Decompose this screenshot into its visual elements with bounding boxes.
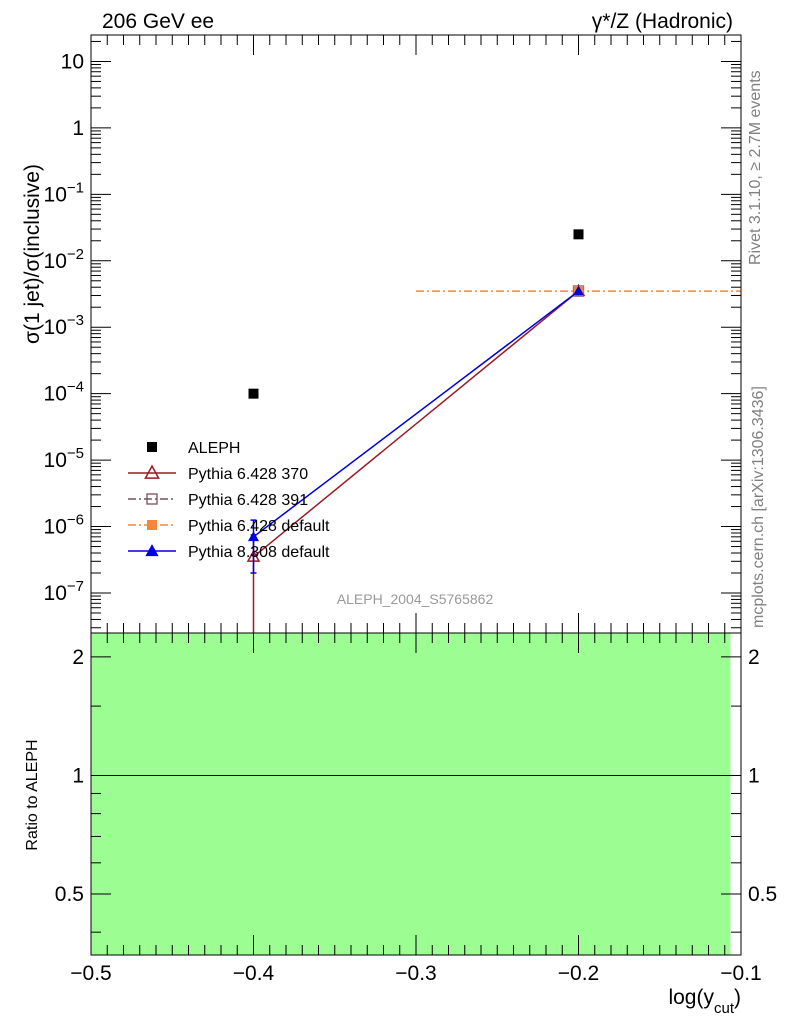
ratio-y-tick-label: 1 [72, 764, 84, 787]
mcplots-label: mcplots.cern.ch [arXiv:1306.3436] [750, 386, 767, 628]
y-tick-label: 10 [61, 50, 84, 73]
series-pythia-6-428-370 [246, 283, 586, 633]
analysis-watermark: ALEPH_2004_S5765862 [337, 591, 494, 607]
y-tick-label: 10−5 [44, 445, 84, 472]
y-tick-label: 10−1 [44, 179, 84, 206]
marker-square [147, 520, 157, 530]
header-right: γ*/Z (Hadronic) [592, 10, 733, 33]
series-aleph [248, 229, 584, 399]
rivet-label: Rivet 3.1.10, ≥ 2.7M events [747, 70, 764, 265]
x-tick-label: −0.4 [233, 962, 275, 985]
y-tick-label: 10−3 [44, 312, 84, 339]
marker-triangle [248, 531, 259, 542]
series-line [253, 290, 579, 558]
legend-label: ALEPH [188, 440, 240, 457]
legend-label: Pythia 6.428 391 [188, 492, 308, 509]
legend-label: Pythia 6.428 default [188, 518, 330, 535]
ratio-y-tick-label-right: 2 [748, 646, 760, 669]
x-tick-label: −0.5 [70, 962, 111, 985]
ratio-y-tick-label-right: 0.5 [748, 883, 777, 906]
ratio-y-tick-label: 0.5 [55, 883, 84, 906]
x-axis-label: log(ycut) [668, 986, 741, 1017]
series-pythia-8-308-default [248, 285, 584, 574]
y-tick-label: 1 [72, 117, 84, 140]
marker-square [248, 388, 259, 399]
ratio-y-tick-label: 2 [72, 646, 84, 669]
ratio-ylabel: Ratio to ALEPH [24, 739, 41, 850]
y-tick-label: 10−7 [44, 578, 84, 605]
x-tick-label: −0.3 [395, 962, 436, 985]
ratio-y-tick-label-right: 1 [748, 764, 760, 787]
ratio-panel-frame [90, 632, 742, 956]
marker-square [573, 229, 584, 240]
legend-label: Pythia 8.308 default [188, 544, 330, 561]
x-tick-label: −0.2 [558, 962, 599, 985]
series-line [253, 290, 579, 538]
marker-square [147, 442, 157, 452]
main-ylabel: σ(1 jet)/σ(inclusive) [21, 164, 44, 344]
y-tick-label: 10−4 [44, 379, 84, 406]
marker-square-open [146, 493, 158, 505]
ratio-uncertainty-band [90, 633, 731, 955]
header-left: 206 GeV ee [102, 10, 214, 33]
y-tick-label: 10−6 [44, 512, 84, 539]
marker-triangle [573, 285, 584, 296]
legend-label: Pythia 6.428 370 [188, 466, 308, 483]
y-tick-label: 10−2 [44, 246, 84, 273]
marker-triangle [145, 544, 159, 557]
x-tick-label: −0.1 [720, 962, 761, 985]
marker-triangle-open [144, 464, 160, 479]
